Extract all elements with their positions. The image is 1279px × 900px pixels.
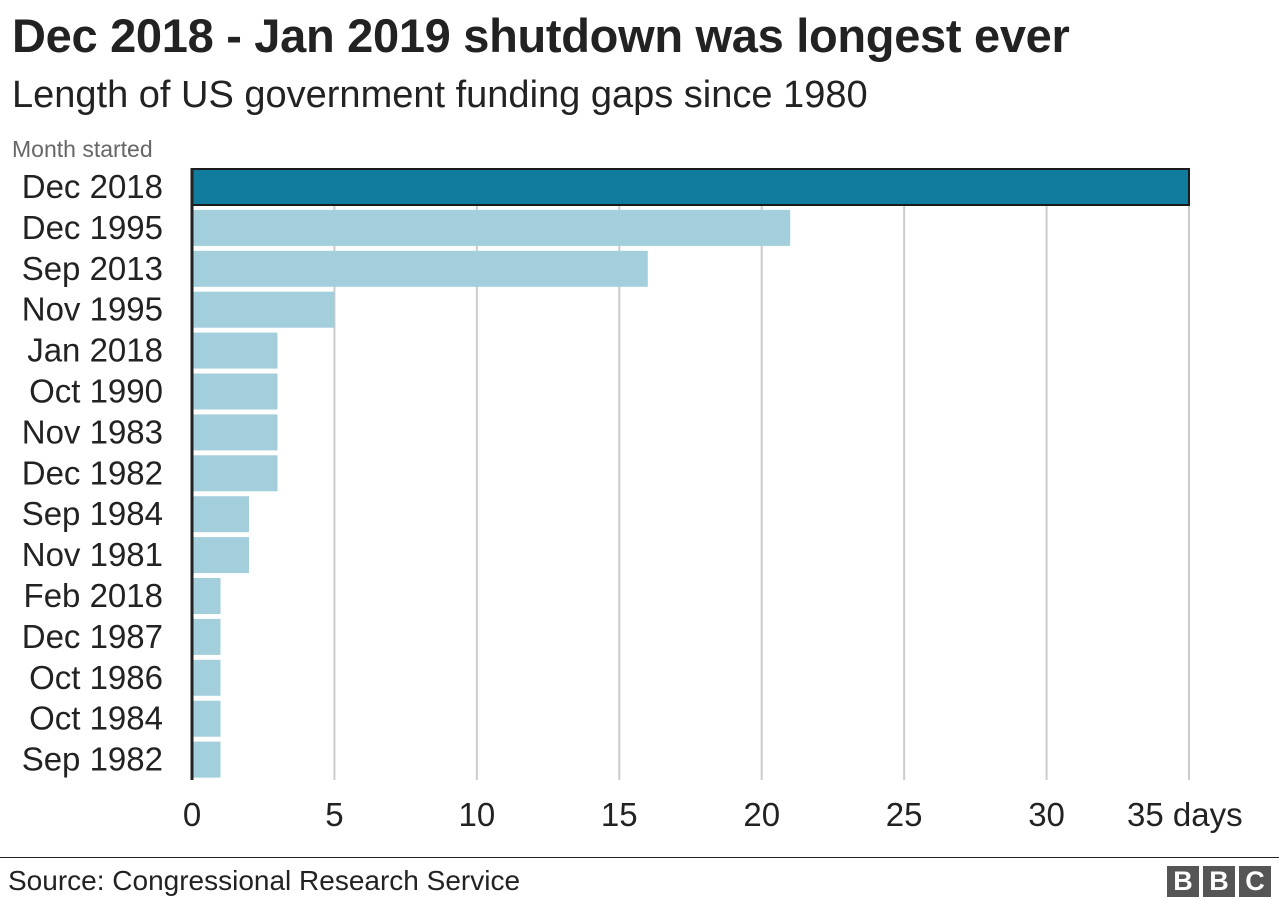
chart-title: Dec 2018 - Jan 2019 shutdown was longest… [12,9,1070,62]
source-note: Source: Congressional Research Service [8,865,521,896]
category-label: Dec 1982 [22,454,163,491]
category-label: Nov 1995 [22,291,163,328]
tick-label: 5 [325,796,343,833]
tick-label: 20 [743,796,780,833]
chart-subtitle: Length of US government funding gaps sin… [12,74,868,116]
bar [192,414,278,451]
bbc-logo-letter: B [1167,866,1199,897]
bar [192,373,278,410]
bbc-logo: B B C [1167,866,1271,897]
category-label: Sep 1984 [22,495,163,532]
category-label: Dec 1995 [22,209,163,246]
bar [192,700,221,737]
tick-label: 15 [601,796,638,833]
category-label: Sep 2013 [22,250,163,287]
bar [192,250,648,287]
footer-divider [0,857,1279,858]
bar [192,537,249,574]
bar [192,741,221,778]
bar-chart: Month started Dec 2018 Dec 1995 Sep 2013 Nov… [12,136,1243,833]
category-label: Jan 2018 [27,332,163,369]
category-label: Oct 1986 [29,659,163,696]
bar [192,291,335,328]
bar [192,455,278,492]
bar [192,659,221,696]
category-label: Oct 1990 [29,373,163,410]
category-label: Nov 1983 [22,413,163,450]
category-label: Feb 2018 [24,577,163,614]
bbc-logo-letter: C [1239,866,1271,897]
tick-label: 0 [183,796,201,833]
tick-label: 10 [458,796,495,833]
bar [192,209,791,246]
bar [192,618,221,655]
bar [192,332,278,369]
bbc-logo-letter: B [1203,866,1235,897]
tick-label: 25 [886,796,923,833]
bar [192,496,249,533]
category-label: Nov 1981 [22,536,163,573]
category-label: Oct 1984 [29,700,163,737]
category-label: Sep 1982 [22,741,163,778]
bar [191,168,1190,206]
tick-label: 35 days [1127,796,1243,833]
category-label: Dec 1987 [22,618,163,655]
tick-label: 30 [1028,796,1065,833]
category-label: Dec 2018 [22,168,163,205]
bar [192,578,221,614]
category-axis-label: Month started [12,136,153,162]
